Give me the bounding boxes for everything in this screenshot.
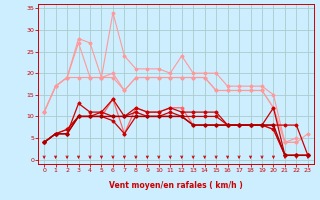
X-axis label: Vent moyen/en rafales ( km/h ): Vent moyen/en rafales ( km/h )	[109, 182, 243, 191]
